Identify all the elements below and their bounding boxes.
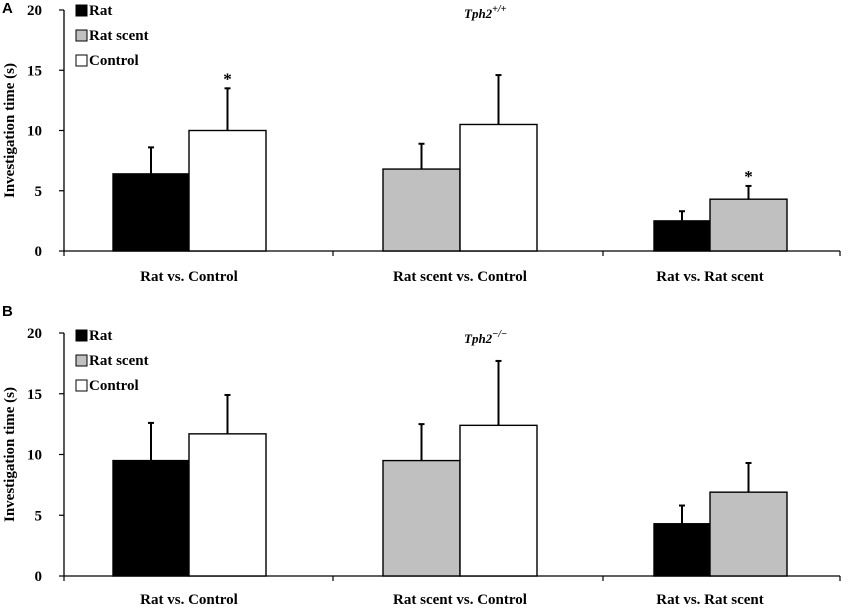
y-axis-label: Investigation time (s) xyxy=(2,387,18,522)
y-tick-label: 5 xyxy=(35,508,43,524)
legend-label: Rat scent xyxy=(89,28,149,44)
legend-label: Rat xyxy=(89,328,112,344)
significance-marker: * xyxy=(223,69,232,88)
y-tick-label: 0 xyxy=(35,244,43,260)
y-tick-label: 20 xyxy=(27,326,42,342)
legend-label: Rat xyxy=(89,3,112,19)
legend-label: Control xyxy=(89,53,139,69)
bar xyxy=(112,173,190,252)
chart-title-superscript: +/+ xyxy=(492,4,506,15)
y-tick-label: 15 xyxy=(27,387,42,403)
y-tick-label: 10 xyxy=(27,124,42,140)
legend-label: Control xyxy=(89,378,139,394)
y-tick-label: 20 xyxy=(27,3,42,19)
x-category-label: Rat vs. Rat scent xyxy=(656,269,763,285)
chart-title-superscript: −/− xyxy=(492,329,507,340)
chart-panel-a: A Investigation time (s) 0 5 10 15 20 Tph2+/+ Ra… xyxy=(2,0,841,285)
bar xyxy=(112,459,190,577)
bar xyxy=(653,220,711,252)
y-tick-label: 5 xyxy=(35,184,43,200)
x-category-label: Rat scent vs. Control xyxy=(393,269,527,285)
bar xyxy=(188,433,267,577)
y-tick-label: 10 xyxy=(27,448,42,464)
legend-label: Rat scent xyxy=(89,353,149,369)
bar xyxy=(709,491,788,577)
panel-letter: A xyxy=(2,0,13,17)
chart-panel-b: B Investigation time (s) 0 5 10 15 20 Tph2−/− Ra… xyxy=(2,303,841,608)
y-axis-label: Investigation time (s) xyxy=(2,63,18,198)
chart-title: Tph2−/− xyxy=(464,329,507,346)
legend-swatch xyxy=(75,54,88,67)
chart-title-main: Tph2 xyxy=(464,331,493,346)
panel-letter: B xyxy=(2,303,13,320)
bar xyxy=(188,129,267,252)
x-category-label: Rat vs. Control xyxy=(140,269,238,285)
x-category-label: Rat vs. Rat scent xyxy=(656,592,763,608)
legend-swatch xyxy=(75,379,88,392)
bar xyxy=(709,198,788,252)
x-category-label: Rat vs. Control xyxy=(140,592,238,608)
bar xyxy=(382,168,461,252)
legend-swatch xyxy=(75,29,88,42)
bar xyxy=(653,523,711,577)
chart-title: Tph2+/+ xyxy=(464,4,507,21)
bar xyxy=(382,459,461,577)
bar xyxy=(459,123,538,252)
significance-marker: * xyxy=(744,167,753,186)
legend-swatch xyxy=(75,4,88,17)
legend-swatch xyxy=(75,329,88,342)
chart-title-main: Tph2 xyxy=(464,6,493,21)
y-tick-label: 0 xyxy=(35,569,43,585)
y-tick-label: 15 xyxy=(27,63,42,79)
legend-swatch xyxy=(75,354,88,367)
x-category-label: Rat scent vs. Control xyxy=(393,592,527,608)
bar xyxy=(459,424,538,577)
